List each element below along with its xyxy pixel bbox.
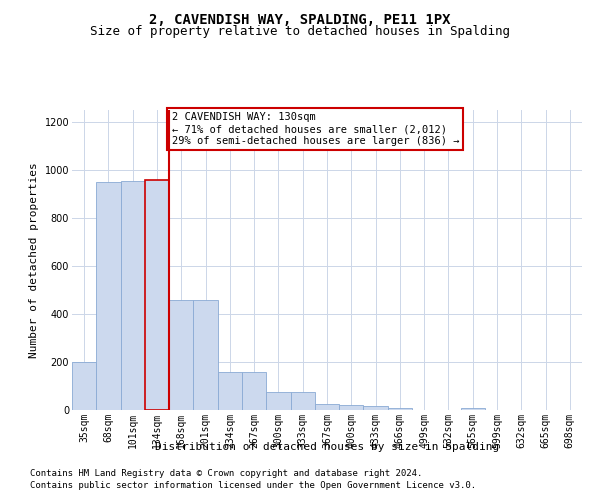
Bar bbox=[290, 392, 315, 410]
Bar bbox=[266, 392, 290, 410]
Text: Distribution of detached houses by size in Spalding: Distribution of detached houses by size … bbox=[155, 442, 499, 452]
Text: Contains HM Land Registry data © Crown copyright and database right 2024.: Contains HM Land Registry data © Crown c… bbox=[30, 468, 422, 477]
Bar bbox=[242, 372, 266, 410]
Bar bbox=[121, 181, 145, 410]
Bar bbox=[388, 408, 412, 410]
Bar bbox=[339, 405, 364, 410]
Bar bbox=[72, 362, 96, 410]
Text: 2 CAVENDISH WAY: 130sqm
← 71% of detached houses are smaller (2,012)
29% of semi: 2 CAVENDISH WAY: 130sqm ← 71% of detache… bbox=[172, 112, 459, 146]
Bar bbox=[193, 300, 218, 410]
Bar bbox=[218, 372, 242, 410]
Text: 2, CAVENDISH WAY, SPALDING, PE11 1PX: 2, CAVENDISH WAY, SPALDING, PE11 1PX bbox=[149, 12, 451, 26]
Text: Contains public sector information licensed under the Open Government Licence v3: Contains public sector information licen… bbox=[30, 481, 476, 490]
Bar bbox=[315, 404, 339, 410]
Bar bbox=[461, 408, 485, 410]
Bar bbox=[364, 406, 388, 410]
Bar bbox=[169, 300, 193, 410]
Bar bbox=[145, 180, 169, 410]
Bar bbox=[96, 182, 121, 410]
Text: Size of property relative to detached houses in Spalding: Size of property relative to detached ho… bbox=[90, 25, 510, 38]
Y-axis label: Number of detached properties: Number of detached properties bbox=[29, 162, 39, 358]
